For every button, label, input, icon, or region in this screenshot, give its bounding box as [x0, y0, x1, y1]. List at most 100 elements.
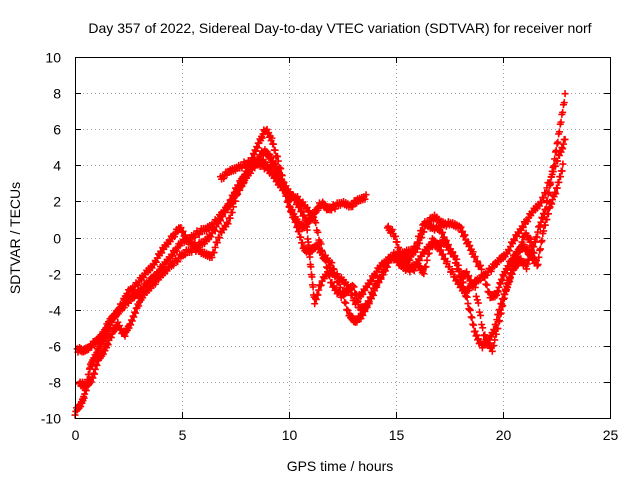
data-point-marker: [228, 209, 236, 217]
data-point-marker: [469, 248, 477, 256]
data-point-marker: [559, 140, 567, 148]
data-point-marker: [477, 311, 485, 319]
data-point-marker: [494, 288, 502, 296]
y-tick-label: 8: [53, 86, 61, 102]
data-point-marker: [305, 241, 313, 249]
data-point-marker: [536, 245, 544, 253]
data-point-marker: [449, 268, 457, 276]
data-point-marker: [314, 206, 322, 214]
data-point-marker: [472, 292, 480, 300]
data-point-marker: [508, 270, 516, 278]
data-point-marker: [480, 273, 488, 281]
data-point-marker: [131, 308, 139, 316]
data-point-marker: [211, 243, 219, 251]
data-point-marker: [524, 218, 532, 226]
data-point-marker: [439, 228, 447, 236]
data-point-marker: [471, 327, 479, 335]
data-point-marker: [468, 314, 476, 322]
data-point-marker: [225, 201, 233, 209]
data-point-marker: [505, 247, 513, 255]
data-point-marker: [447, 245, 455, 253]
y-tick-label: 2: [53, 194, 61, 210]
data-point-marker: [303, 226, 311, 234]
data-point-marker: [553, 184, 561, 192]
data-point-marker: [322, 263, 330, 271]
data-point-marker: [223, 218, 231, 226]
data-point-marker: [224, 200, 232, 208]
data-point-marker: [274, 157, 282, 165]
data-point-marker: [213, 239, 221, 247]
data-point-marker: [77, 403, 85, 411]
data-point-marker: [452, 259, 460, 267]
data-point-marker: [549, 163, 557, 171]
y-tick-label: -10: [41, 411, 61, 427]
data-point-marker: [459, 227, 467, 235]
data-point-marker: [504, 283, 512, 291]
data-point-marker: [473, 296, 481, 304]
data-point-marker: [557, 173, 565, 181]
y-tick-label: 6: [53, 122, 61, 138]
data-point-marker: [364, 297, 372, 305]
data-point-marker: [391, 232, 399, 240]
data-point-marker: [496, 317, 504, 325]
data-point-marker: [177, 224, 185, 232]
data-point-marker: [372, 272, 380, 280]
data-point-marker: [539, 214, 547, 222]
data-point-marker: [550, 162, 558, 170]
data-point-marker: [495, 318, 503, 326]
data-point-marker: [171, 233, 179, 241]
data-point-marker: [439, 250, 447, 258]
data-point-marker: [393, 238, 401, 246]
data-point-marker: [383, 263, 391, 271]
data-point-marker: [527, 235, 535, 243]
data-point-marker: [523, 265, 531, 273]
data-point-marker: [463, 293, 471, 301]
data-point-marker: [548, 200, 556, 208]
data-point-marker: [499, 302, 507, 310]
data-point-marker: [107, 333, 115, 341]
data-point-marker: [221, 209, 229, 217]
data-point-marker: [461, 231, 469, 239]
data-point-marker: [505, 274, 513, 282]
data-point-marker: [320, 255, 328, 263]
data-point-marker: [226, 214, 234, 222]
data-point-marker: [540, 227, 548, 235]
x-tick-label: 20: [496, 427, 512, 443]
data-point-marker: [506, 275, 514, 283]
data-point-marker: [500, 295, 508, 303]
data-point-marker: [560, 99, 568, 107]
data-point-marker: [482, 280, 490, 288]
data-point-marker: [498, 303, 506, 311]
data-point-marker: [481, 331, 489, 339]
data-point-marker: [312, 219, 320, 227]
y-tick-label: -6: [49, 339, 62, 355]
data-point-marker: [379, 271, 387, 279]
y-tick-label: -4: [49, 303, 62, 319]
data-point-marker: [190, 242, 198, 250]
data-point-marker: [208, 253, 216, 261]
data-point-marker: [91, 370, 99, 378]
data-point-marker: [497, 309, 505, 317]
data-point-marker: [478, 321, 486, 329]
data-point-marker: [232, 197, 239, 205]
data-point-marker: [406, 268, 414, 276]
data-point-marker: [302, 214, 310, 222]
data-point-marker: [181, 231, 189, 239]
data-point-marker: [485, 339, 493, 347]
data-point-marker: [559, 108, 567, 116]
data-point-marker: [239, 178, 247, 186]
data-point-marker: [467, 313, 475, 321]
data-point-marker: [423, 256, 431, 264]
data-point-marker: [130, 313, 138, 321]
data-point-marker: [89, 374, 97, 382]
data-point-marker: [465, 287, 473, 295]
data-point-marker: [477, 261, 485, 269]
data-point-marker: [350, 283, 358, 291]
data-point-marker: [519, 223, 527, 231]
data-point-marker: [498, 277, 506, 285]
series-group: [71, 90, 569, 419]
data-point-marker: [134, 282, 142, 290]
data-point-marker: [269, 140, 277, 148]
data-point-marker: [135, 302, 143, 310]
